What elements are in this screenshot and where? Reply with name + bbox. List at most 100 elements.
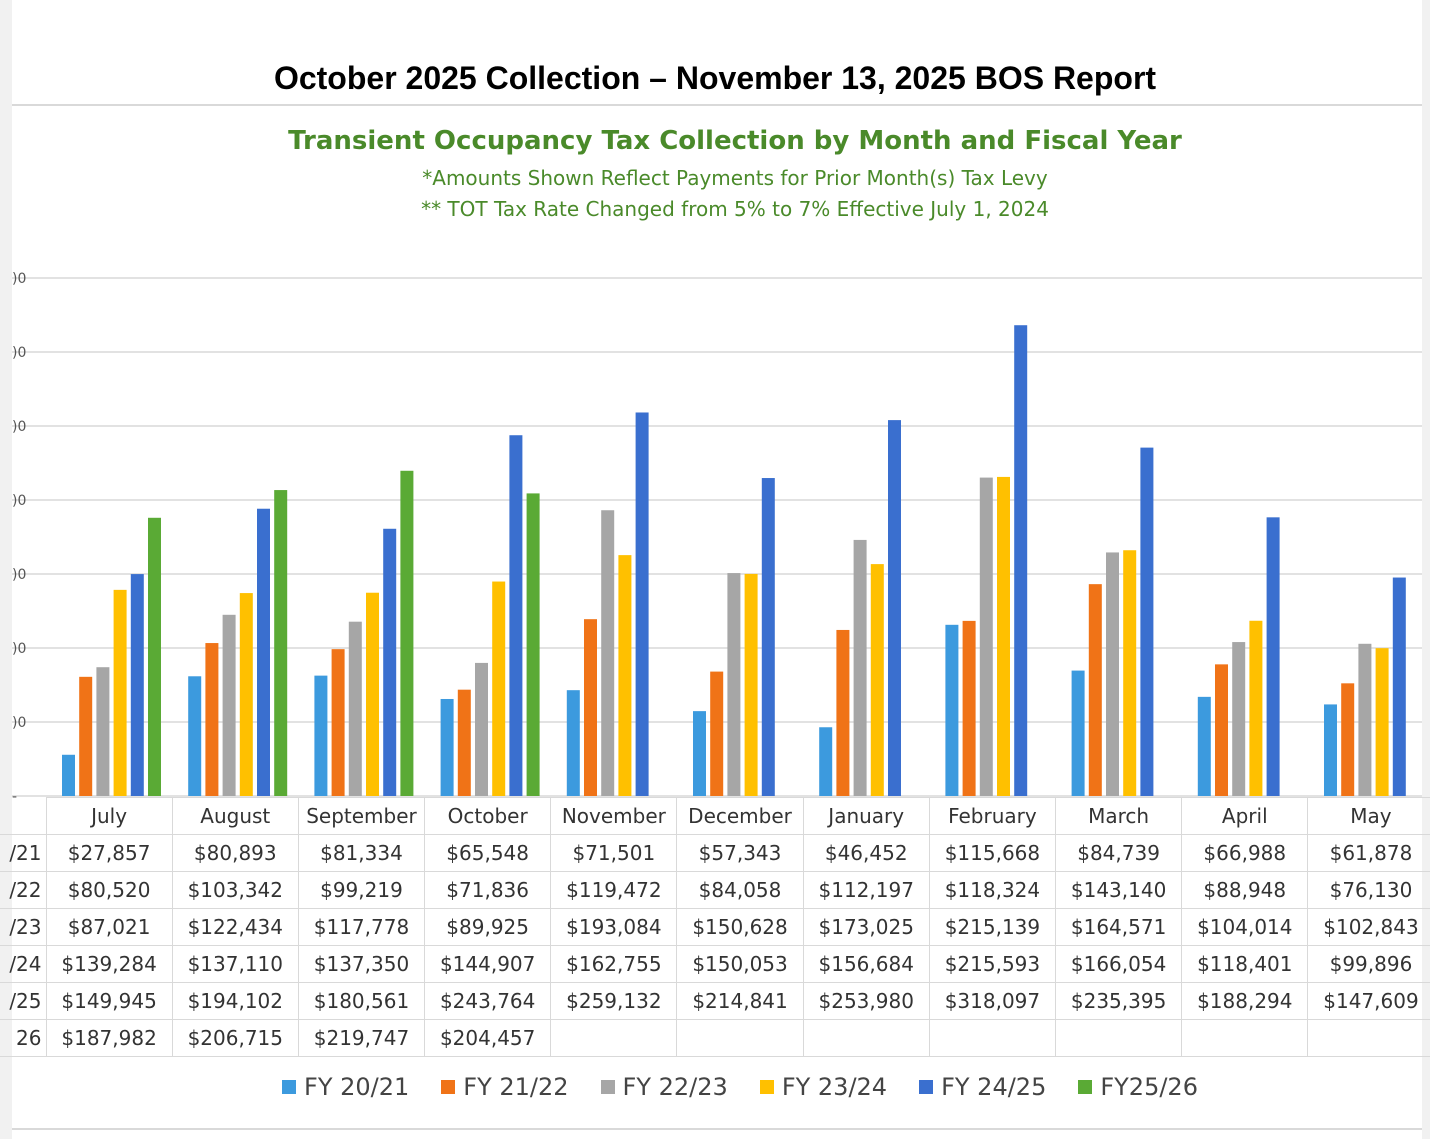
table-row: 26 $187,982 $206,715 $219,747 $204,457 [0,1020,1430,1057]
category-label: August [172,798,298,835]
legend-swatch [282,1080,296,1094]
bar [888,420,901,796]
bar [1324,704,1337,796]
data-cell: $150,053 [677,946,803,983]
bar [240,593,253,796]
bar [710,672,723,796]
data-cell: $102,843 [1308,909,1430,946]
data-cell: $122,434 [172,909,298,946]
legend-swatch [760,1080,774,1094]
bar [601,510,614,796]
data-cell: $259,132 [551,983,677,1020]
data-cell: $139,284 [46,946,172,983]
bar [1341,683,1354,796]
bar [492,582,505,796]
data-cell: $253,980 [803,983,929,1020]
bar [1393,578,1406,796]
bar [314,676,327,796]
bar [836,630,849,796]
data-cell: $117,778 [298,909,424,946]
data-cell: $162,755 [551,946,677,983]
data-cell: $118,324 [929,872,1055,909]
bar [762,478,775,796]
data-cell [803,1020,929,1057]
data-cell: $243,764 [425,983,551,1020]
legend-label: FY 21/22 [463,1073,568,1101]
legend-label: FY 22/23 [623,1073,728,1101]
data-cell: $66,988 [1182,835,1308,872]
y-tick-label: )0 [12,641,26,657]
category-label: December [677,798,803,835]
data-cell: $194,102 [172,983,298,1020]
series-row-label: /23 [0,909,46,946]
data-cell: $57,343 [677,835,803,872]
data-cell: $99,219 [298,872,424,909]
bar [854,540,867,796]
data-cell: $180,561 [298,983,424,1020]
bar [257,509,270,796]
legend-item: FY 21/22 [441,1073,568,1101]
bar [980,478,993,796]
bar [871,564,884,796]
table-row: /25 $149,945 $194,102 $180,561 $243,764 $259,… [0,983,1430,1020]
legend-swatch [919,1080,933,1094]
bar [441,699,454,796]
bar [62,755,75,796]
bar [1232,642,1245,796]
category-label: May [1308,798,1430,835]
bar [567,690,580,796]
bar [527,493,540,796]
legend-swatch [601,1080,615,1094]
data-cell: $193,084 [551,909,677,946]
series-row-label: 26 [0,1020,46,1057]
legend-item: FY 20/21 [282,1073,409,1101]
data-cell: $318,097 [929,983,1055,1020]
bottom-divider [12,1128,1422,1130]
category-label: March [1056,798,1182,835]
bar [997,477,1010,796]
data-cell: $65,548 [425,835,551,872]
bar [148,518,161,796]
bar [114,590,127,796]
bar [458,690,471,796]
bar [1358,644,1371,796]
chart-legend: FY 20/21 FY 21/22 FY 22/23 FY 23/24 FY 24/25… [0,1073,1430,1101]
data-cell: $214,841 [677,983,803,1020]
y-tick-label: )0 [12,419,26,435]
data-cell [929,1020,1055,1057]
legend-label: FY 24/25 [941,1073,1046,1101]
legend-item: FY 22/23 [601,1073,728,1101]
y-tick-label: )0 [12,567,26,583]
table-row: /22 $80,520 $103,342 $99,219 $71,836 $119,472… [0,872,1430,909]
data-cell [551,1020,677,1057]
bar [79,677,92,796]
data-cell: $144,907 [425,946,551,983]
legend-label: FY 23/24 [782,1073,887,1101]
data-cell: $137,350 [298,946,424,983]
data-cell: $149,945 [46,983,172,1020]
bar [745,574,758,796]
bar [1123,550,1136,796]
bar [1215,664,1228,796]
bar [1198,697,1211,796]
bar [618,555,631,796]
bar [383,529,396,796]
data-cell: $219,747 [298,1020,424,1057]
bar [400,471,413,796]
data-cell: $112,197 [803,872,929,909]
legend-label: FY 20/21 [304,1073,409,1101]
bar [96,667,109,796]
bar [274,490,287,796]
data-cell: $27,857 [46,835,172,872]
bar [332,649,345,796]
data-cell: $84,739 [1056,835,1182,872]
bar [1249,621,1262,796]
data-cell: $235,395 [1056,983,1182,1020]
bar [1106,552,1119,796]
bar-chart: )0)0)0)0)0)0)0- [0,0,1430,800]
legend-label: FY25/26 [1100,1073,1198,1101]
data-cell [1056,1020,1182,1057]
series-row-label: /21 [0,835,46,872]
bar [1376,648,1389,796]
bar [1089,584,1102,796]
